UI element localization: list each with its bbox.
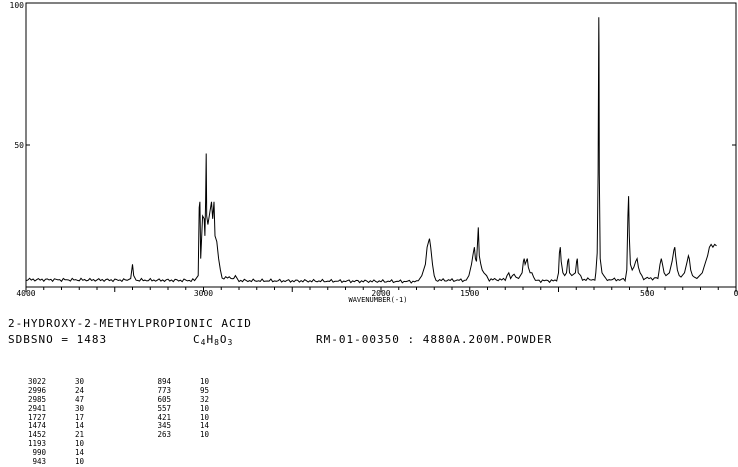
peak-intensity: 14	[74, 448, 84, 458]
peak-row: 894 10	[147, 377, 217, 387]
peak-row: 1452 21	[22, 430, 92, 440]
peak-row: 263 10	[147, 430, 217, 440]
peak-wavenumber: 943	[32, 457, 46, 467]
peak-intensity: 32	[199, 394, 209, 404]
peak-intensity: 30	[74, 403, 84, 413]
peak-intensity: 21	[74, 430, 84, 440]
peak-row: 1193 10	[22, 439, 92, 449]
peak-wavenumber: 2996	[27, 385, 46, 395]
peak-wavenumber: 1727	[27, 412, 46, 422]
peak-row: 605 32	[147, 394, 217, 405]
peak-wavenumber: 894	[157, 377, 171, 386]
compound-name: 2-HYDROXY-2-METHYLPROPIONIC ACID	[8, 317, 252, 330]
peak-row: 557 10	[147, 403, 217, 414]
peak-row: 421 10	[147, 412, 217, 423]
x-tick-label: 1500	[460, 289, 479, 298]
x-axis: 4000 3000 2000 1500 500 0	[16, 287, 738, 298]
spectrum-trace	[25, 17, 717, 284]
peak-row: 1474 14	[22, 422, 92, 431]
y-tick-label: 100	[10, 1, 25, 10]
peak-wavenumber: 1452	[27, 430, 46, 440]
peak-wavenumber: 2941	[27, 403, 46, 413]
x-tick-label: 4000	[16, 289, 35, 298]
peak-intensity: 10	[199, 430, 209, 440]
peak-wavenumber: 557	[157, 403, 171, 413]
peak-intensity: 10	[74, 457, 84, 467]
x-tick-label: 0	[734, 289, 738, 298]
x-axis-label: WAVENUMBER(-1)	[348, 296, 407, 304]
peak-row: 1727 17	[22, 412, 92, 423]
molecular-formula: C4H8O3	[193, 333, 234, 347]
peak-intensity: 95	[199, 385, 209, 395]
x-tick-label: 500	[640, 289, 655, 298]
peak-wavenumber: 263	[157, 430, 171, 440]
peak-intensity: 10	[74, 439, 84, 449]
y-tick-label: 50	[14, 141, 24, 150]
peak-intensity: 14	[74, 421, 84, 431]
peak-wavenumber: 1474	[27, 421, 46, 431]
sdbs-number: SDBSNO = 1483	[8, 333, 108, 346]
peak-intensity: 10	[199, 403, 209, 413]
x-tick-label: 2000	[371, 289, 390, 298]
peak-row: 2996 24	[22, 385, 92, 396]
peak-row: 990 14	[22, 448, 92, 458]
peak-intensity: 10	[199, 377, 209, 386]
peak-row: 3022 30	[22, 377, 92, 387]
x-tick-label: 3000	[194, 289, 213, 298]
raman-spectrum-chart: 100 50 4000 3000 2000 1500 500 0 WAVENUMBER(-1…	[10, 1, 738, 304]
peak-wavenumber: 3022	[27, 377, 46, 386]
peak-table-left: 3022 30 2996 24 2985 47 2941 30 1727 17 1474 14 1452…	[22, 377, 92, 467]
peak-intensity: 17	[74, 412, 84, 422]
peak-row: 2985 47	[22, 394, 92, 405]
peak-table-right: 894 10 773 95 605 32 557 10 421 10 345 14 263 10	[147, 377, 217, 440]
peak-wavenumber: 773	[157, 385, 171, 395]
peak-wavenumber: 2985	[27, 394, 46, 404]
peak-wavenumber: 605	[157, 394, 171, 404]
peak-wavenumber: 345	[157, 421, 171, 431]
peak-row: 2941 30	[22, 403, 92, 414]
peak-intensity: 30	[74, 377, 84, 386]
peak-row: 345 14	[147, 422, 217, 431]
peak-intensity: 10	[199, 412, 209, 422]
peak-intensity: 47	[74, 394, 84, 404]
peak-wavenumber: 1193	[27, 439, 46, 449]
measurement-reference: RM-01-00350 : 4880A.200M.POWDER	[316, 333, 553, 346]
peak-row: 943 10	[22, 457, 92, 467]
peak-wavenumber: 990	[32, 448, 46, 458]
peak-intensity: 24	[74, 385, 84, 395]
peak-wavenumber: 421	[157, 412, 171, 422]
peak-row: 773 95	[147, 385, 217, 396]
peak-intensity: 14	[199, 421, 209, 431]
y-axis: 100 50	[10, 1, 736, 150]
